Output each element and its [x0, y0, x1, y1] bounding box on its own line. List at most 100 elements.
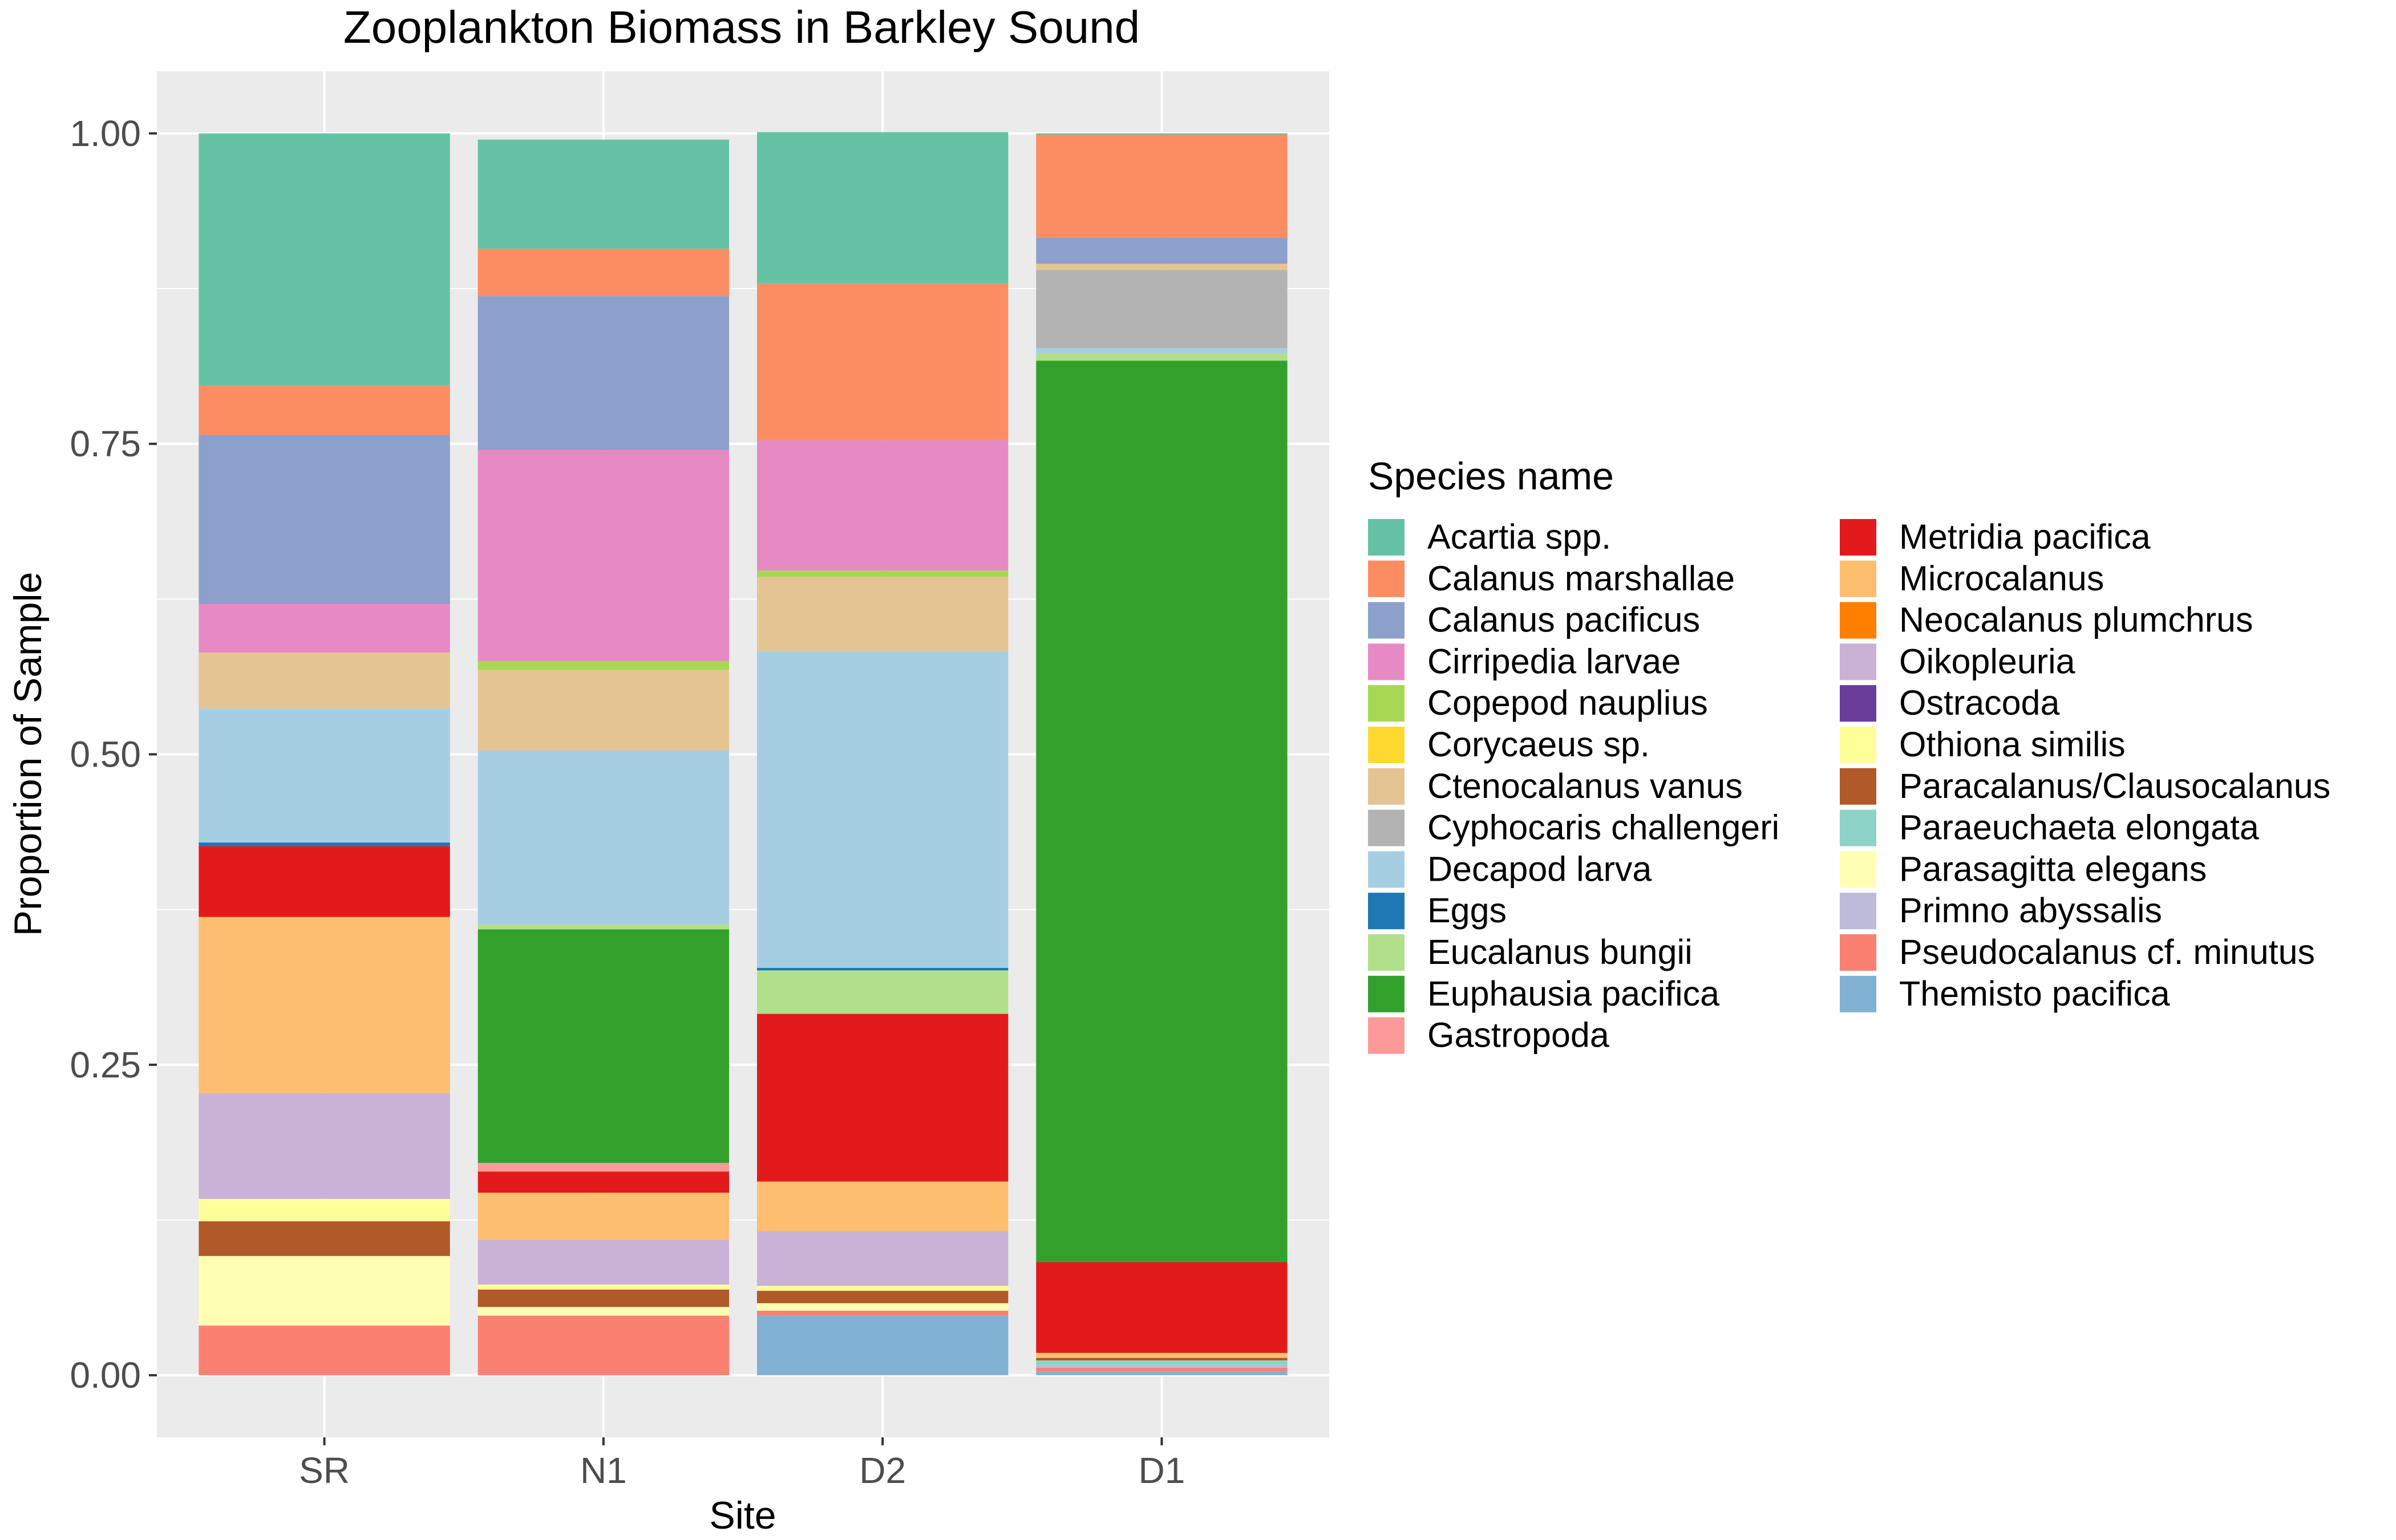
- legend-key: [1368, 851, 1405, 888]
- legend-key: [1368, 643, 1405, 680]
- y-axis: 0.00 0.25 0.50 0.75 1.00: [70, 113, 157, 1396]
- bar-segment: [756, 440, 1009, 571]
- bar-segment: [1036, 237, 1288, 264]
- bar-segment: [477, 139, 730, 249]
- bar-segment: [199, 133, 450, 386]
- bar-segment: [756, 1014, 1009, 1182]
- bar-segment: [477, 1239, 730, 1285]
- bar-segment: [756, 1181, 1009, 1231]
- bars: [199, 132, 1288, 1376]
- y-tick-label: 0.00: [70, 1355, 141, 1396]
- bar-segment: [199, 846, 450, 917]
- bar-segment: [477, 670, 730, 751]
- legend-key: [1368, 560, 1405, 597]
- bar-segment: [756, 651, 1009, 968]
- x-axis: SR N1 D2 D1: [299, 1437, 1185, 1491]
- legend-key: [1840, 560, 1876, 597]
- bar-segment: [756, 1303, 1009, 1311]
- legend-label: Othiona similis: [1899, 725, 2126, 764]
- x-tick-label: D2: [859, 1450, 906, 1491]
- legend-label: Calanus marshallae: [1427, 559, 1735, 598]
- legend-label: Microcalanus: [1899, 559, 2104, 598]
- x-tick-label: D1: [1139, 1450, 1185, 1491]
- bar-segment: [756, 283, 1009, 440]
- bar-segment: [199, 1256, 450, 1326]
- bar-segment: [199, 842, 450, 846]
- bar-segment: [1036, 1352, 1288, 1358]
- legend-key: [1840, 934, 1876, 971]
- bar-segment: [199, 435, 450, 605]
- bar-segment: [477, 1193, 730, 1240]
- legend-label: Corycaeus sp.: [1427, 725, 1650, 764]
- bar-segment: [477, 450, 730, 662]
- legend-label: Calanus pacificus: [1427, 601, 1700, 639]
- bar-segment: [477, 1315, 730, 1376]
- legend-label: Paracalanus/Clausocalanus: [1899, 767, 2330, 805]
- legend-label: Primno abyssalis: [1899, 891, 2162, 930]
- chart-title: Zooplankton Biomass in Barkley Sound: [343, 2, 1140, 52]
- legend-label: Paraeuchaeta elongata: [1899, 808, 2259, 847]
- bar-segment: [1036, 133, 1288, 135]
- legend-label: Decapod larva: [1427, 849, 1652, 888]
- legend-key: [1368, 727, 1405, 763]
- legend-label: Cyphocaris challengeri: [1427, 808, 1779, 847]
- legend-label: Pseudocalanus cf. minutus: [1899, 933, 2315, 971]
- bar-segment: [477, 1172, 730, 1193]
- bar-segment: [1036, 1368, 1288, 1372]
- legend-key: [1840, 727, 1876, 763]
- legend-key: [1368, 934, 1405, 971]
- bar-segment: [477, 296, 730, 451]
- legend-key: [1840, 685, 1876, 722]
- legend-label: Eucalanus bungii: [1427, 933, 1693, 971]
- bar-segment: [756, 1291, 1009, 1303]
- legend-label: Ostracoda: [1899, 683, 2059, 722]
- legend-key: [1368, 768, 1405, 805]
- bar-segment: [1036, 360, 1288, 1263]
- bar-segment: [1036, 1365, 1288, 1368]
- legend-label: Parasagitta elegans: [1899, 849, 2207, 888]
- bar-segment: [477, 661, 730, 670]
- bar-segment: [199, 708, 450, 843]
- bar-segment: [756, 1231, 1009, 1286]
- bar-segment: [756, 1286, 1009, 1291]
- legend-label: Themisto pacifica: [1899, 974, 2170, 1013]
- legend-key: [1840, 809, 1876, 846]
- bar-segment: [199, 1221, 450, 1257]
- bar-segment: [756, 970, 1009, 1014]
- bar-segment: [1036, 270, 1288, 348]
- bar-segment: [1036, 264, 1288, 270]
- bar-segment: [1036, 348, 1288, 354]
- legend-label: Gastropoda: [1427, 1016, 1609, 1055]
- bar-segment: [199, 1093, 450, 1199]
- legend-label: Eggs: [1427, 891, 1507, 930]
- legend-key: [1368, 1017, 1405, 1054]
- bar-segment: [1036, 1371, 1288, 1376]
- legend-label: Acartia spp.: [1427, 517, 1611, 556]
- bar-segment: [477, 924, 730, 930]
- bar-segment: [199, 604, 450, 653]
- bar-segment: [477, 1289, 730, 1307]
- x-axis-label: Site: [709, 1494, 776, 1537]
- bar-segment: [477, 750, 730, 925]
- bar-segment: [199, 652, 450, 708]
- legend-label: Neocalanus plumchrus: [1899, 601, 2253, 639]
- y-tick-label: 0.50: [70, 734, 141, 775]
- bar-segment: [477, 249, 730, 297]
- x-tick-label: N1: [580, 1450, 627, 1491]
- legend-label: Copepod nauplius: [1427, 683, 1708, 722]
- legend-key: [1840, 643, 1876, 680]
- y-axis-label: Proportion of Sample: [6, 572, 50, 937]
- legend-key: [1368, 809, 1405, 846]
- bar-segment: [199, 1198, 450, 1222]
- legend-key: [1840, 768, 1876, 805]
- y-tick-label: 0.25: [70, 1044, 141, 1085]
- legend-key: [1368, 519, 1405, 556]
- bar-segment: [477, 1162, 730, 1172]
- legend-key: [1368, 685, 1405, 722]
- legend-title: Species name: [1368, 455, 1614, 498]
- legend-key: [1368, 602, 1405, 639]
- legend-label: Ctenocalanus vanus: [1427, 767, 1743, 805]
- legend: Species name Acartia spp.Calanus marshal…: [1368, 455, 2330, 1055]
- bar-segment: [756, 1315, 1009, 1376]
- bar-segment: [756, 132, 1009, 284]
